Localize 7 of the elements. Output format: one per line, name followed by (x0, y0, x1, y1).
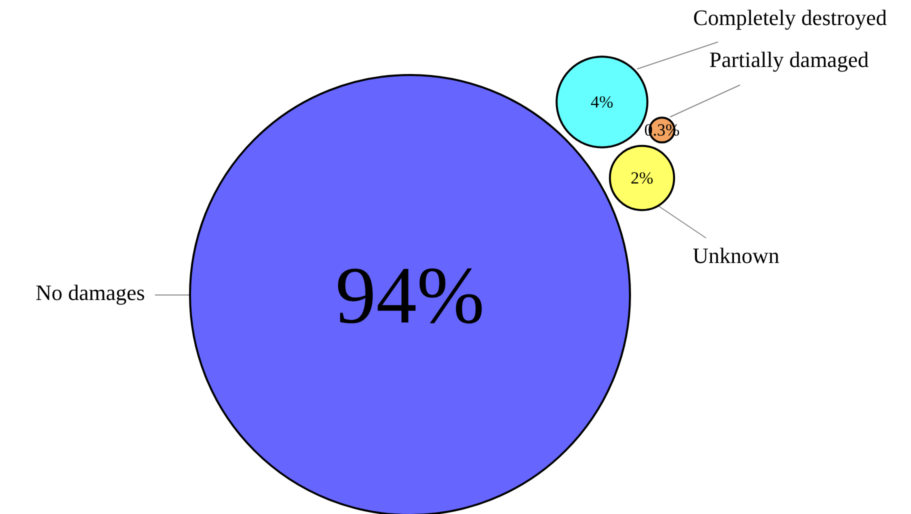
category-label: Unknown (692, 243, 780, 268)
data-label: 2% (630, 168, 654, 188)
category-label: Completely destroyed (693, 5, 887, 30)
category-label: No damages (36, 280, 145, 306)
data-label: 94% (335, 250, 485, 340)
category-label: Partially damaged (709, 47, 869, 72)
data-label: 4% (590, 92, 614, 112)
